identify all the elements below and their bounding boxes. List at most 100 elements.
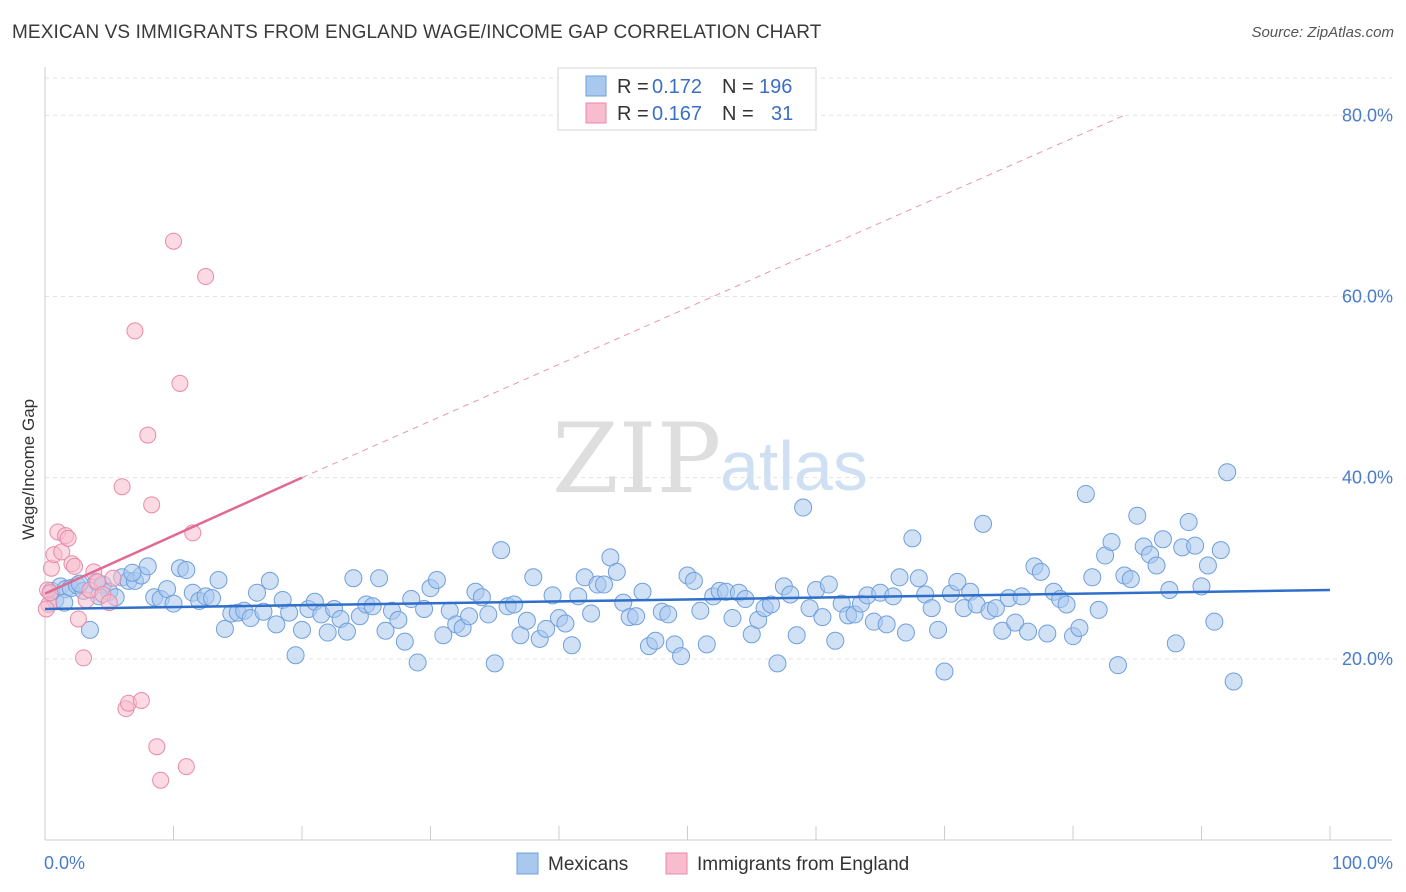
mexicans-point <box>1012 587 1031 606</box>
bottom-legend-label-england: Immigrants from England <box>697 854 909 875</box>
mexicans-point <box>376 621 395 640</box>
mexicans-point <box>1224 672 1243 691</box>
chart-title: MEXICAN VS IMMIGRANTS FROM ENGLAND WAGE/… <box>12 22 822 43</box>
mexicans-point <box>813 608 832 627</box>
mexicans-point <box>594 575 613 594</box>
mexicans-point <box>370 569 389 588</box>
mexicans-point <box>1198 556 1217 575</box>
grid-lines <box>45 77 1392 660</box>
mexicans-point <box>909 569 928 588</box>
mexicans-point <box>1083 568 1102 587</box>
bottom-legend-swatch-mexicans <box>516 852 539 875</box>
mexicans-point <box>537 619 556 638</box>
mexicans-point <box>787 626 806 645</box>
mexicans-point <box>607 562 626 581</box>
y-tick-label: 20.0% <box>1342 649 1393 669</box>
england-point <box>53 543 71 561</box>
england-point <box>143 496 161 514</box>
england-point <box>59 529 77 547</box>
mexicans-point <box>389 610 408 629</box>
mexicans-point <box>260 571 279 590</box>
mexicans-point <box>826 631 845 650</box>
legend-swatch-mexicans <box>585 75 607 97</box>
mexicans-point <box>646 631 665 650</box>
england-point <box>104 569 122 587</box>
england-point <box>177 758 195 776</box>
england-point <box>132 691 150 709</box>
england-point <box>75 649 93 667</box>
mexicans-point <box>890 568 909 587</box>
top-legend: R = 0.172 N = 196 R = 0.167 N = 31 <box>557 67 817 131</box>
mexicans-point <box>505 595 524 614</box>
mexicans-point <box>1038 624 1057 643</box>
mexicans-point <box>877 615 896 634</box>
mexicans-point <box>948 572 967 591</box>
mexicans-point <box>485 654 504 673</box>
y-tick-label: 40.0% <box>1342 468 1393 488</box>
england-point <box>126 322 144 340</box>
mexicans-point <box>267 615 286 634</box>
tick-labels: 20.0% 40.0% 60.0% 80.0% 0.0% 100.0% <box>44 105 1393 873</box>
england-point <box>171 374 189 392</box>
mexicans-point <box>164 594 183 613</box>
mexicans-point <box>434 626 453 645</box>
watermark-zip: ZIP <box>552 403 721 515</box>
mexicans-point <box>1211 541 1230 560</box>
england-point <box>100 594 118 612</box>
mexicans-point <box>556 614 575 633</box>
mexicans-point <box>479 605 498 624</box>
england-point <box>197 268 215 286</box>
watermark-atlas: atlas <box>720 427 868 505</box>
mexicans-point <box>543 586 562 605</box>
mexicans-point <box>974 514 993 533</box>
england-point <box>139 426 157 444</box>
x-tick-label: 100.0% <box>1332 853 1393 873</box>
legend-swatch-england <box>585 102 607 124</box>
legend-n-value-1: 196 <box>759 76 792 98</box>
mexicans-point <box>1128 506 1147 525</box>
mexicans-point <box>395 632 414 651</box>
mexicans-point <box>1076 484 1095 503</box>
mexicans-point <box>254 602 273 621</box>
mexicans-point <box>922 599 941 618</box>
mexicans-point <box>344 569 363 588</box>
mexicans-point <box>492 541 511 560</box>
mexicans-point <box>415 600 434 618</box>
mexicans-point <box>1179 513 1198 532</box>
mexicans-point <box>1205 612 1224 631</box>
england-point <box>148 738 166 756</box>
england-point <box>41 584 59 602</box>
legend-n-label-2: N = <box>722 103 754 125</box>
mexicans-point <box>819 575 838 594</box>
mexicans-point <box>781 585 800 604</box>
legend-r-label-2: R = <box>617 103 649 125</box>
mexicans-point <box>1218 463 1237 482</box>
mexicans-point <box>123 563 142 582</box>
mexicans-point <box>1019 622 1038 641</box>
mexicans-point <box>286 646 305 665</box>
mexicans-point <box>800 599 819 618</box>
mexicans-point <box>1057 595 1076 614</box>
legend-n-label-1: N = <box>722 76 754 98</box>
mexicans-point <box>80 620 99 639</box>
mexicans-point <box>215 619 234 638</box>
mexicans-point <box>1031 562 1050 581</box>
mexicans-point <box>177 561 196 580</box>
mexicans-point <box>460 607 479 626</box>
mexicans-point <box>903 529 922 548</box>
mexicans-point <box>768 654 787 673</box>
legend-r-value-1: 0.172 <box>652 76 702 98</box>
mexicans-point <box>248 583 267 602</box>
england-point <box>152 771 170 789</box>
mexicans-point <box>562 636 581 655</box>
mexicans-point <box>1166 634 1185 653</box>
mexicans-point <box>659 605 678 624</box>
legend-n-value-2: 31 <box>771 103 793 125</box>
mexicans-point <box>723 609 742 628</box>
y-axis-label: Wage/Income Gap <box>19 399 38 540</box>
legend-r-label-1: R = <box>617 76 649 98</box>
mexicans-point <box>1121 570 1140 589</box>
x-tick-label: 0.0% <box>44 853 85 873</box>
mexicans-point <box>363 597 382 616</box>
y-tick-label: 80.0% <box>1342 105 1393 125</box>
